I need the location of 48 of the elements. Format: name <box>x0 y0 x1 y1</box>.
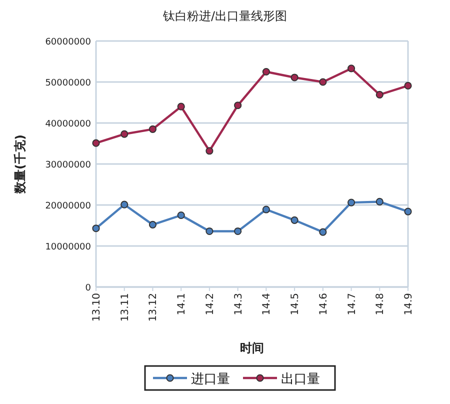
chart-title: 钛白粉进/出口量线形图 <box>162 9 288 23</box>
point <box>347 198 356 206</box>
x-tick-label: 14.4 <box>262 293 273 316</box>
point <box>290 216 298 224</box>
point <box>92 224 100 232</box>
point <box>319 228 327 236</box>
point <box>177 211 185 220</box>
x-tick-label: 14.5 <box>290 293 302 316</box>
legend-label: 出口量 <box>281 372 320 387</box>
x-tick-label: 13.12 <box>148 293 160 322</box>
point <box>234 102 242 110</box>
x-tick-label: 14.8 <box>375 293 386 316</box>
x-tick-label: 13.10 <box>92 293 102 322</box>
point <box>347 64 356 72</box>
y-axis-title: 数量(千克) <box>13 134 27 194</box>
point <box>120 130 128 138</box>
point <box>206 147 214 155</box>
point <box>234 227 242 236</box>
point <box>404 82 412 90</box>
point <box>376 198 384 206</box>
x-tick-label: 13.11 <box>120 293 131 322</box>
x-axis-title: 时间 <box>240 341 264 355</box>
point <box>177 102 185 110</box>
point <box>148 125 157 133</box>
y-tick-label: 10000000 <box>45 242 92 252</box>
legend-label: 进口量 <box>191 372 230 387</box>
point <box>206 227 214 236</box>
y-tick-label: 60000000 <box>45 38 92 48</box>
point <box>92 139 100 147</box>
point <box>404 208 412 216</box>
x-tick-label: 14.9 <box>404 293 414 316</box>
y-tick-label: 50000000 <box>45 78 92 88</box>
point <box>290 74 298 82</box>
point <box>376 90 384 99</box>
y-tick-label: 40000000 <box>45 120 92 130</box>
x-tick-label: 14.6 <box>318 293 330 316</box>
x-tick-label: 14.2 <box>204 293 216 316</box>
point <box>148 220 157 228</box>
y-tick-label: 30000000 <box>45 160 92 170</box>
x-tick-label: 14.3 <box>233 293 244 316</box>
y-tick-label: 20000000 <box>45 202 92 212</box>
point <box>262 68 270 76</box>
x-tick-label: 14.1 <box>176 293 188 316</box>
y-tick-label: 0 <box>85 284 92 294</box>
point <box>319 78 327 86</box>
x-tick-label: 14.7 <box>346 293 358 316</box>
point <box>120 200 128 208</box>
point <box>262 206 270 214</box>
